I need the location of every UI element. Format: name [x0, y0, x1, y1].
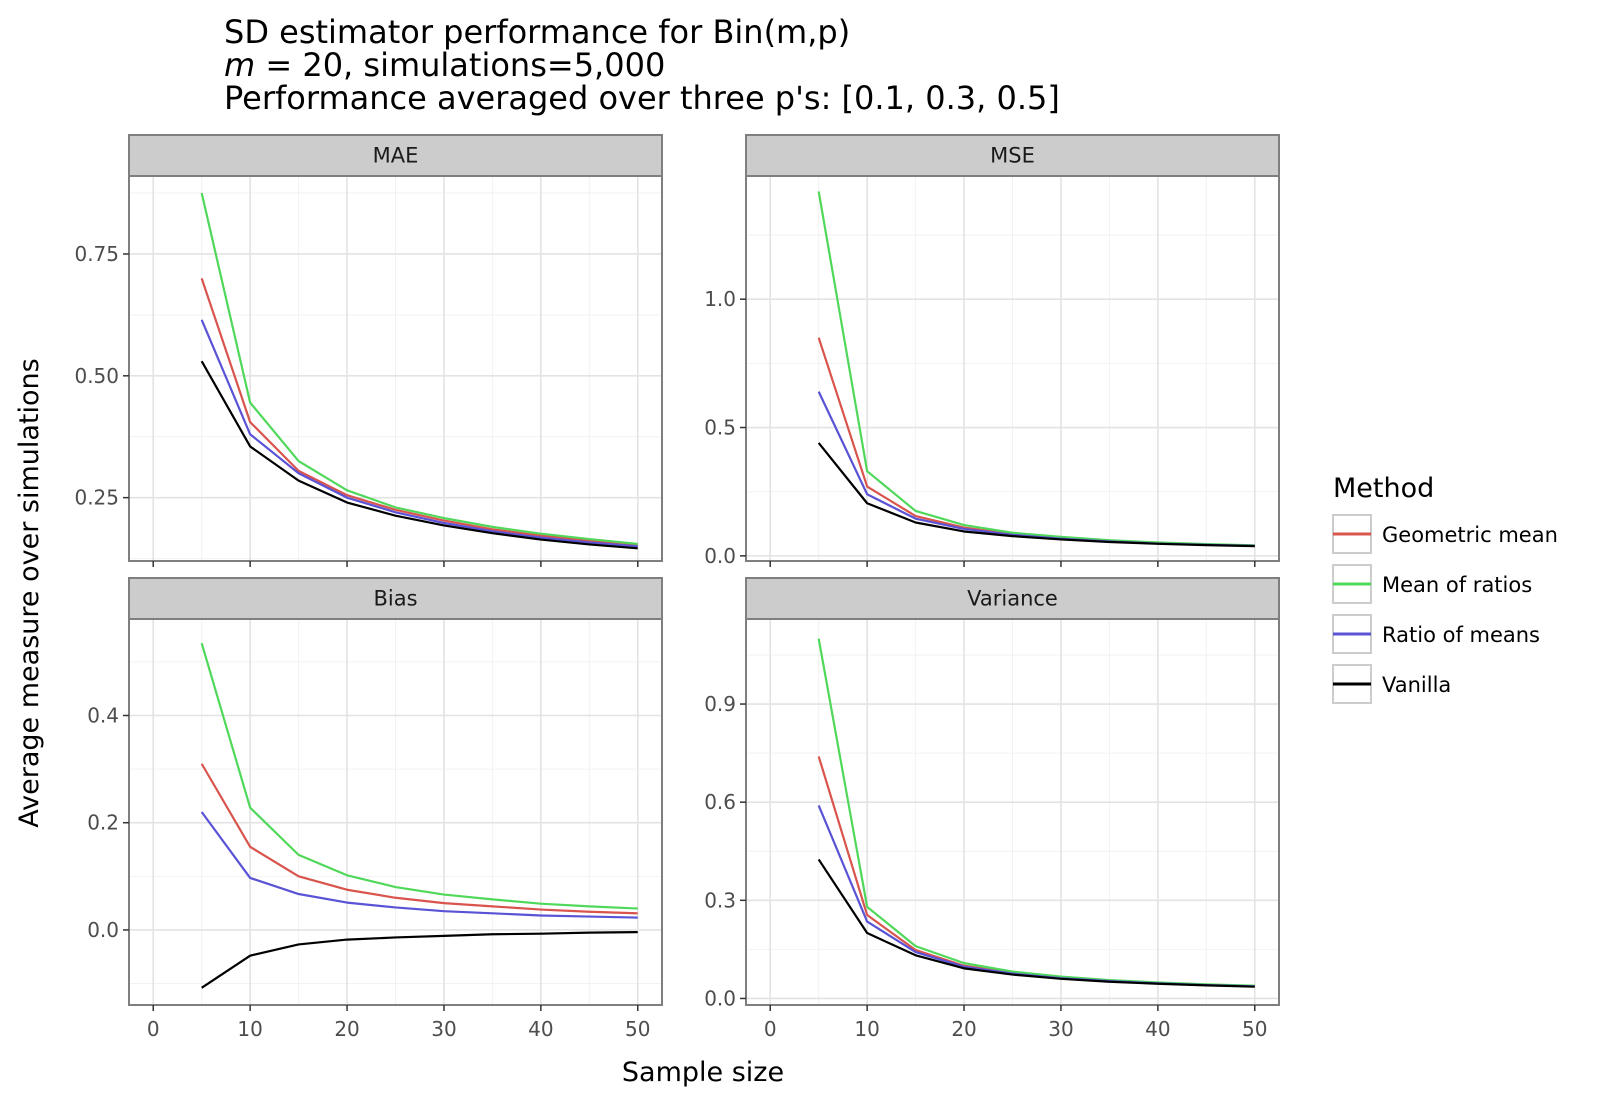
- facet-strip-label: MAE: [373, 144, 419, 168]
- series-line-vanilla: [200, 360, 638, 550]
- x-tick-label: 20: [334, 1017, 359, 1041]
- chart-title: SD estimator performance for Bin(m,p) m …: [224, 13, 1060, 117]
- series-line-ratio-of-means: [200, 319, 638, 548]
- series-line-ratio-of-means: [200, 811, 638, 919]
- title-line-1: SD estimator performance for Bin(m,p): [224, 13, 850, 51]
- title-line-2-rest: = 20, simulations=5,000: [255, 46, 665, 84]
- legend-label: Geometric mean: [1382, 523, 1558, 547]
- series-line-vanilla: [201, 930, 638, 989]
- y-tick-label: 0.9: [704, 692, 736, 716]
- facet-mae: MAE 0.25 0.50 0.75: [74, 134, 663, 567]
- series-line-mean-of-ratios: [200, 642, 638, 910]
- legend-label: Ratio of means: [1382, 623, 1540, 647]
- legend-label: Vanilla: [1382, 673, 1451, 697]
- series-line-geometric-mean: [200, 277, 638, 547]
- y-tick-label: 0.50: [74, 364, 119, 388]
- series-line-mean-of-ratios: [200, 192, 638, 546]
- y-tick-label: 0.3: [704, 888, 736, 912]
- facet-strip-label: Bias: [373, 587, 417, 611]
- facet-strip: [745, 577, 1280, 620]
- x-tick-label: 10: [854, 1017, 879, 1041]
- x-tick-label: 40: [528, 1017, 553, 1041]
- legend-item-mean-of-ratios: Mean of ratios: [1332, 564, 1532, 604]
- facet-strip-label: Variance: [967, 587, 1058, 611]
- legend-label: Mean of ratios: [1382, 573, 1532, 597]
- facet-panels: MAE 0.25 0.50 0.75 MSE 0.0 0.5 1.0 Bias 0.0 0.2 0.4…: [74, 134, 1280, 1041]
- y-tick-label: 1.0: [704, 287, 736, 311]
- series-line-vanilla: [817, 858, 1255, 988]
- title-variable: m: [224, 46, 255, 84]
- y-tick-label: 0.4: [87, 704, 119, 728]
- title-line-3: Performance averaged over three p's: [0.…: [224, 79, 1060, 117]
- legend-title: Method: [1333, 473, 1434, 504]
- x-tick-label: 30: [1048, 1017, 1073, 1041]
- x-tick-label: 0: [147, 1017, 160, 1041]
- title-line-2: m = 20, simulations=5,000: [224, 46, 665, 84]
- y-tick-label: 0.0: [704, 544, 736, 568]
- legend-item-geometric-mean: Geometric mean: [1332, 514, 1558, 554]
- series-line-vanilla: [817, 442, 1255, 548]
- facet-bias: Bias 0.0 0.2 0.4 0 10 20 30 40 50: [87, 577, 663, 1041]
- y-axis-title: Average measure over simulations: [14, 358, 45, 827]
- facet-strip: [128, 577, 663, 620]
- x-tick-label: 50: [625, 1017, 650, 1041]
- y-tick-label: 0.6: [704, 790, 736, 814]
- series-line-geometric-mean: [200, 763, 638, 915]
- x-tick-label: 40: [1145, 1017, 1170, 1041]
- y-tick-label: 0.75: [74, 242, 119, 266]
- y-tick-label: 0.5: [704, 416, 736, 440]
- legend-items: Geometric mean Mean of ratios Ratio of mea…: [1332, 514, 1558, 704]
- x-tick-label: 50: [1242, 1017, 1267, 1041]
- facet-strip: [745, 134, 1280, 177]
- x-axis-title: Sample size: [622, 1057, 784, 1088]
- x-tick-label: 30: [431, 1017, 456, 1041]
- facet-variance: Variance 0.0 0.3 0.6 0.9 0 10 20 30 40 50: [704, 577, 1280, 1041]
- x-tick-label: 20: [951, 1017, 976, 1041]
- facet-mse: MSE 0.0 0.5 1.0: [704, 134, 1280, 568]
- y-tick-label: 0.25: [74, 486, 119, 510]
- legend-item-vanilla: Vanilla: [1332, 664, 1451, 704]
- y-tick-label: 0.2: [87, 811, 119, 835]
- x-tick-label: 0: [764, 1017, 777, 1041]
- legend-item-ratio-of-means: Ratio of means: [1332, 614, 1540, 654]
- facet-strip-label: MSE: [990, 144, 1035, 168]
- legend: Method Geometric mean Mean of ratios Ratio…: [1332, 473, 1558, 704]
- y-tick-label: 0.0: [87, 918, 119, 942]
- x-tick-label: 10: [237, 1017, 262, 1041]
- facet-strip: [128, 134, 663, 177]
- y-tick-label: 0.0: [704, 986, 736, 1010]
